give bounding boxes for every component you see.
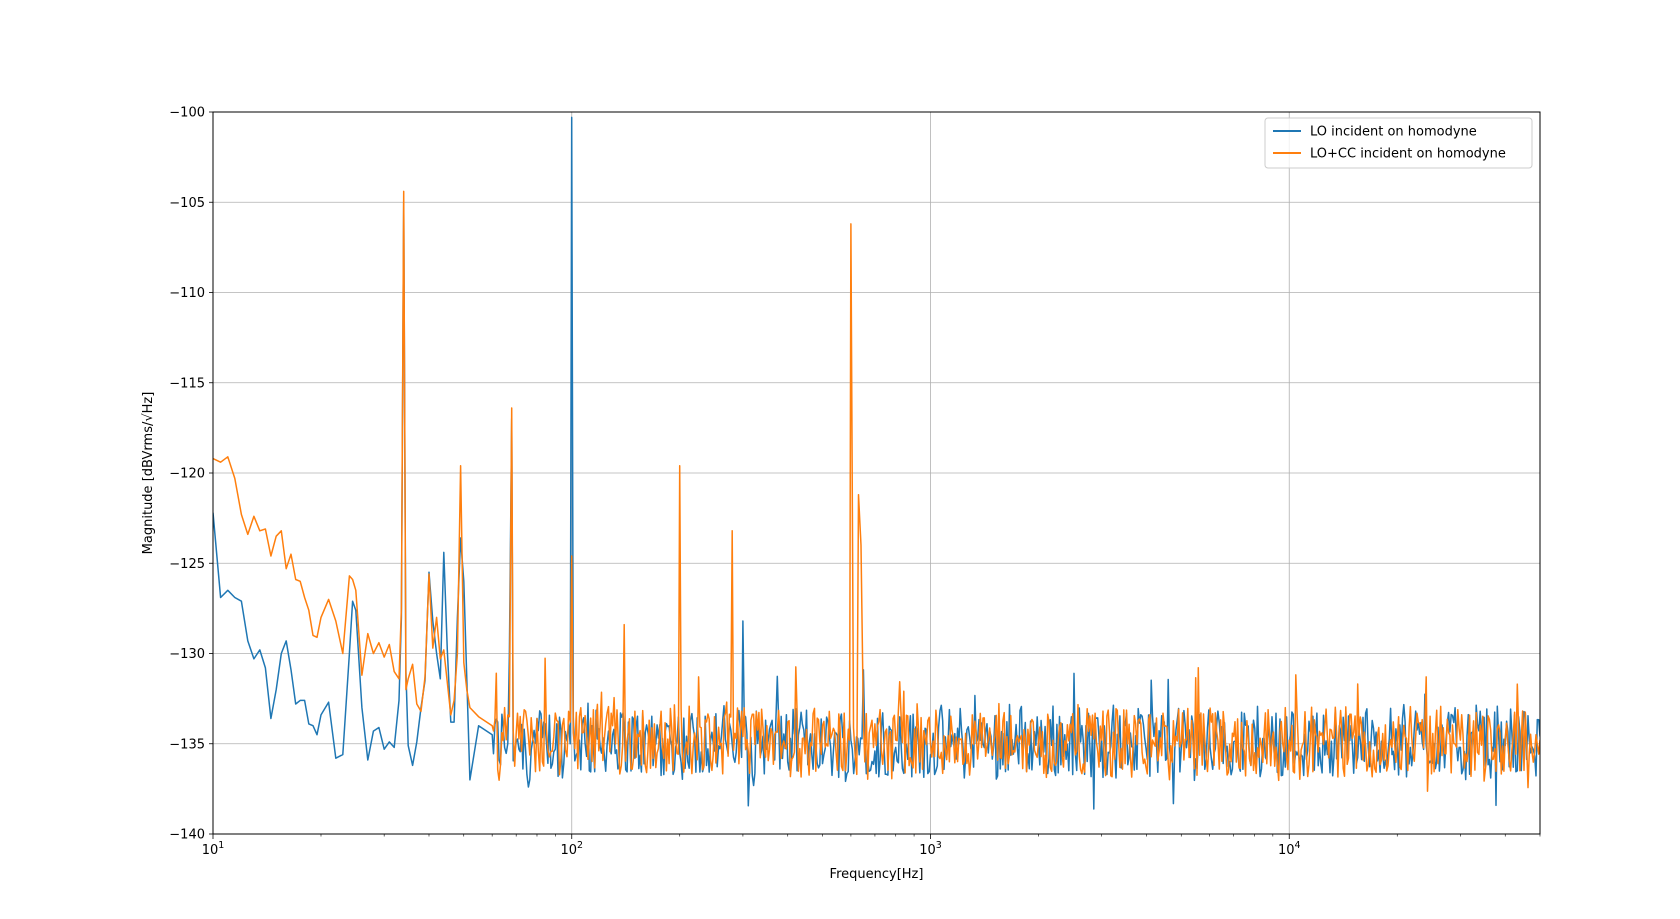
y-tick-label: −100 — [169, 106, 205, 121]
x-tick-label: 104 — [1278, 840, 1301, 858]
y-tick-label: −135 — [169, 737, 205, 752]
x-tick-label: 103 — [919, 840, 942, 858]
y-axis-label: Magnitude [dBVrms/√Hz] — [141, 392, 156, 555]
series-layer — [213, 116, 1540, 810]
x-tick-exponent: 1 — [218, 840, 224, 851]
y-axis-ticks: −100 −105 −110 −115 −120 −125 −130 −135 −140 — [169, 106, 213, 843]
legend-box — [1264, 117, 1533, 169]
x-tick-base: 10 — [202, 843, 219, 858]
y-tick-label: −120 — [169, 467, 205, 482]
y-tick-label: −130 — [169, 647, 205, 662]
x-tick-base: 10 — [1278, 843, 1295, 858]
x-axis-ticks: 101 102 103 104 — [202, 834, 1541, 858]
x-tick-base: 10 — [560, 843, 577, 858]
x-tick-label: 101 — [202, 840, 225, 858]
x-tick-exponent: 4 — [1294, 840, 1300, 851]
legend: LO incident on homodyne LO+CC incident on… — [1264, 117, 1533, 169]
y-tick-label: −115 — [169, 376, 205, 391]
legend-label: LO incident on homodyne — [1310, 125, 1477, 140]
x-tick-exponent: 3 — [936, 840, 942, 851]
y-tick-label: −105 — [169, 196, 205, 211]
y-tick-label: −125 — [169, 557, 205, 572]
y-tick-label: −110 — [169, 286, 205, 301]
x-tick-exponent: 2 — [577, 840, 583, 851]
legend-label: LO+CC incident on homodyne — [1310, 147, 1506, 162]
x-tick-label: 102 — [560, 840, 583, 858]
x-axis-label: Frequency[Hz] — [830, 867, 924, 882]
y-tick-label: −140 — [169, 828, 205, 843]
series-line — [213, 190, 1540, 792]
x-tick-base: 10 — [919, 843, 936, 858]
series-line — [213, 116, 1540, 810]
